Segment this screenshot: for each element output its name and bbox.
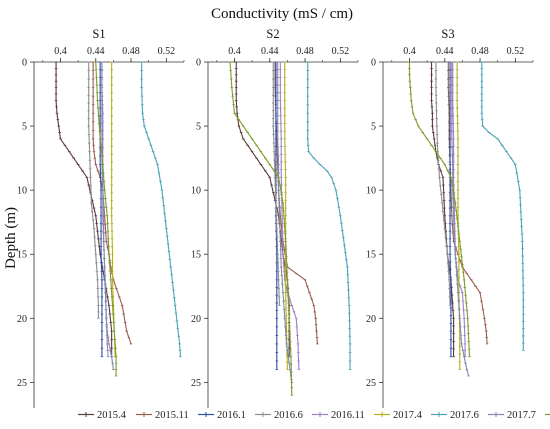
legend-label: 2015.4: [97, 410, 127, 421]
y-tick-label: 10: [17, 186, 27, 197]
x-tick-label: 0.48: [122, 46, 140, 57]
series-line: [408, 62, 471, 357]
series-2017-6: [140, 61, 182, 358]
legend-item-2017-9: 2017.9: [545, 413, 550, 416]
series-line: [435, 62, 451, 306]
legend-label: 2016.11: [331, 410, 365, 421]
y-tick-label: 0: [371, 58, 376, 69]
panel-s2: S2 0.4 0.44 0.48 0.52 0 5 10 15 20 25: [191, 27, 359, 408]
y-tick-label: 5: [371, 122, 376, 133]
series-line: [481, 62, 524, 351]
y-tick-label: 25: [366, 378, 376, 389]
y-tick-label: 25: [191, 378, 201, 389]
series-line: [277, 62, 293, 383]
series-2015-4: [54, 61, 113, 358]
series-2017-7: [276, 61, 294, 383]
x-tick-label: 0.44: [87, 46, 105, 57]
series-2017-9: [228, 61, 294, 396]
series-2017-7: [450, 61, 470, 377]
panel-title: S2: [266, 27, 279, 41]
legend-item-2016-6: 2016.6: [255, 410, 303, 421]
legend-item-2016-1: 2016.1: [198, 410, 246, 421]
legend: 2015.4 2015.11 2016.1 2016.6 2016.11 2017.4 20…: [78, 410, 550, 421]
legend-item-2015-4: 2015.4: [78, 410, 127, 421]
y-tick-label: 15: [17, 250, 27, 261]
series-2017-6: [480, 61, 525, 351]
series-2017-9: [94, 61, 118, 377]
series-line: [272, 62, 281, 306]
y-tick-label: 15: [366, 250, 376, 261]
y-tick-label: 20: [366, 314, 376, 325]
y-tick-label: 25: [17, 378, 27, 389]
series-2017-6: [306, 61, 352, 370]
x-tick-label: 0.4: [228, 46, 241, 57]
series-line: [141, 62, 182, 357]
series-line: [449, 62, 452, 357]
x-tick-label: 0.48: [471, 46, 489, 57]
legend-item-2016-11: 2016.11: [312, 410, 365, 421]
x-axis-title: Conductivity (mS / cm): [211, 6, 353, 22]
y-tick-label: 10: [366, 186, 376, 197]
panel-s3: S3 0.4 0.44 0.48 0.52 0 5 10 15 20 25: [366, 27, 534, 408]
x-tick-label: 0.4: [54, 46, 67, 57]
y-tick-label: 10: [191, 186, 201, 197]
chart-panels: S1 0.4 0.44 0.48 0.52 0 5 10 15 20 25 S2 0.4 0.44 0.48…: [17, 27, 534, 408]
legend-item-2015-11: 2015.11: [136, 410, 189, 421]
y-tick-label: 5: [22, 122, 27, 133]
series-2016-6: [434, 61, 452, 306]
series-2017-9: [408, 61, 471, 358]
y-tick-label: 15: [191, 250, 201, 261]
series-line: [101, 62, 114, 370]
x-tick-label: 0.44: [261, 46, 279, 57]
legend-label: 2016.1: [217, 410, 246, 421]
legend-label: 2017.4: [393, 410, 423, 421]
x-tick-label: 0.44: [436, 46, 454, 57]
legend-item-2017-4: 2017.4: [374, 410, 423, 421]
x-tick-label: 0.52: [507, 46, 525, 57]
y-tick-label: 5: [196, 122, 201, 133]
series-2017-4: [283, 61, 289, 370]
series-2016-6: [271, 61, 281, 306]
panel-title: S1: [92, 27, 105, 41]
series-line: [307, 62, 351, 370]
series-line: [95, 61, 117, 376]
series-line: [235, 62, 290, 357]
y-tick-label: 20: [191, 314, 201, 325]
x-tick-label: 0.52: [158, 46, 176, 57]
series-2016-6: [87, 61, 100, 319]
y-tick-label: 0: [22, 58, 27, 69]
x-tick-label: 0.52: [332, 46, 350, 57]
legend-item-2017-6: 2017.6: [431, 410, 479, 421]
legend-label: 2016.6: [274, 410, 303, 421]
x-tick-label: 0.4: [403, 46, 416, 57]
panel-title: S3: [441, 27, 454, 41]
y-axis-title: Depth (m): [3, 207, 19, 269]
series-line: [275, 62, 278, 370]
legend-item-2017-7: 2017.7: [488, 410, 536, 421]
series-line: [451, 62, 470, 377]
series-line: [279, 62, 300, 370]
panel-s1: S1 0.4 0.44 0.48 0.52 0 5 10 15 20 25: [17, 27, 185, 408]
y-tick-label: 0: [196, 58, 201, 69]
y-tick-label: 20: [17, 314, 27, 325]
x-tick-label: 0.48: [296, 46, 314, 57]
legend-label: 2017.7: [507, 410, 536, 421]
legend-label: 2015.11: [155, 410, 189, 421]
legend-label: 2017.6: [450, 410, 479, 421]
